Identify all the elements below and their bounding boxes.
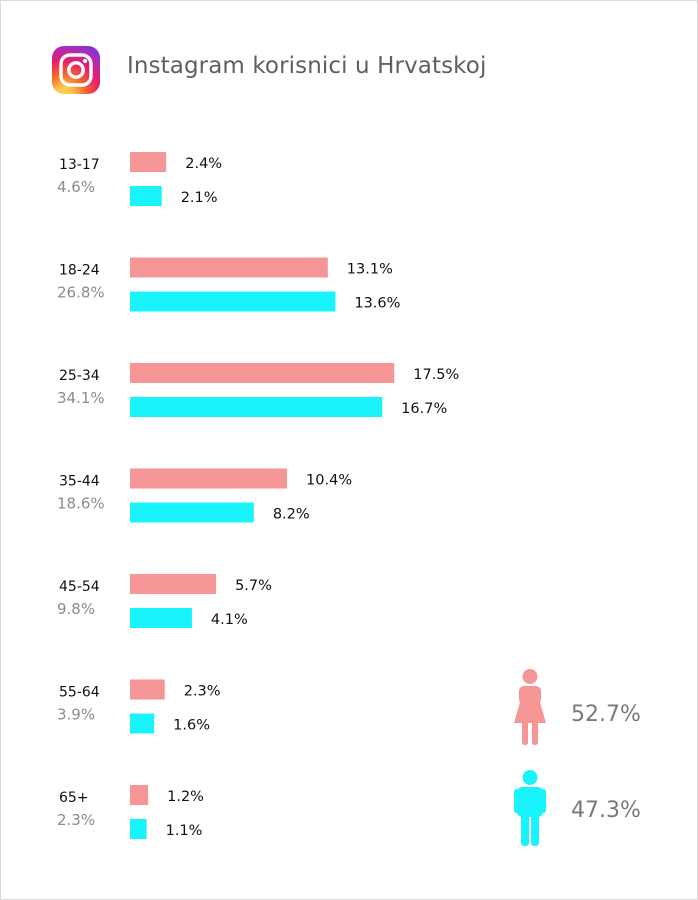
age-group-total: 2.3% <box>57 811 95 829</box>
male-data-label: 16.7% <box>401 401 447 417</box>
male-bar <box>130 397 383 417</box>
male-percentage: 47.3% <box>571 798 641 823</box>
male-data-label: 1.1% <box>166 823 203 839</box>
age-group-label: 45-54 <box>59 579 100 595</box>
age-group-total: 18.6% <box>57 495 105 513</box>
male-icon <box>514 770 546 846</box>
age-group-total: 4.6% <box>57 178 95 196</box>
instagram-logo-icon <box>52 46 100 94</box>
age-group-label: 13-17 <box>59 157 100 173</box>
female-data-label: 2.4% <box>185 156 222 172</box>
age-group-total: 34.1% <box>57 389 105 407</box>
female-bar <box>130 679 165 700</box>
male-bar <box>130 502 254 523</box>
age-group-label: 18-24 <box>59 263 100 279</box>
chart-title: Instagram korisnici u Hrvatskoj <box>127 53 487 79</box>
male-bar <box>130 713 155 734</box>
male-data-label: 13.6% <box>354 296 400 312</box>
female-bar <box>130 574 217 594</box>
male-bar <box>130 608 192 628</box>
female-bar <box>130 785 149 805</box>
female-data-label: 1.2% <box>167 789 204 805</box>
male-data-label: 1.6% <box>173 718 210 734</box>
age-group-label: 35-44 <box>59 474 100 490</box>
age-group-total: 3.9% <box>57 706 95 724</box>
female-percentage: 52.7% <box>571 702 641 727</box>
age-group-label: 65+ <box>59 790 89 806</box>
female-bar <box>130 363 395 383</box>
male-data-label: 8.2% <box>273 507 310 523</box>
male-bar <box>130 291 336 312</box>
male-bar <box>130 819 147 839</box>
female-data-label: 5.7% <box>235 578 272 594</box>
age-group-total: 26.8% <box>57 284 105 302</box>
age-group-total: 9.8% <box>57 600 95 618</box>
female-data-label: 17.5% <box>413 367 459 383</box>
male-data-label: 4.1% <box>211 612 248 628</box>
female-bar <box>130 468 288 489</box>
female-data-label: 13.1% <box>347 262 393 278</box>
male-bar <box>130 186 162 206</box>
male-data-label: 2.1% <box>181 190 218 206</box>
female-data-label: 2.3% <box>184 684 221 700</box>
age-group-label: 25-34 <box>59 368 100 384</box>
female-bar <box>130 257 328 278</box>
female-data-label: 10.4% <box>306 473 352 489</box>
female-icon <box>514 669 546 745</box>
female-bar <box>130 152 167 172</box>
age-group-label: 55-64 <box>59 685 100 701</box>
